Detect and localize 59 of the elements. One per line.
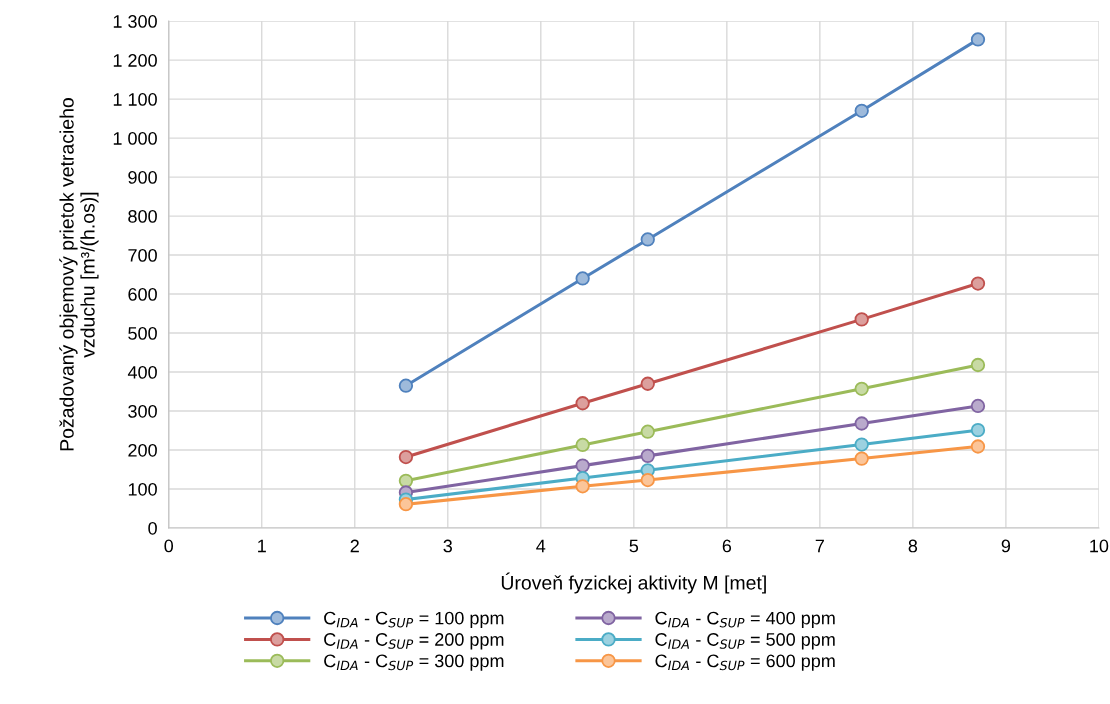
legend-label: C$_{IDA}$ - C$_{SUP}$ = 600 ppm [655, 654, 835, 671]
point [640, 472, 655, 488]
point [640, 232, 655, 247]
point [854, 416, 869, 431]
point [575, 458, 590, 473]
y-tick-label: 1 000 [113, 132, 157, 145]
point [575, 396, 590, 411]
legend-label: C$_{IDA}$ - C$_{SUP}$ = 100 ppm [324, 611, 504, 629]
y-tick-label: 100 [128, 482, 157, 496]
point [970, 276, 986, 291]
y-tick-label: 1 200 [113, 54, 157, 67]
point [575, 437, 590, 453]
x-tick-label: 1 [258, 539, 266, 553]
y-tick-label: 1 300 [113, 15, 157, 28]
point [970, 398, 986, 414]
y-tick-label: 400 [127, 365, 157, 379]
y-axis-title: Požadovaný objemový prietok vetracieho vzduchu [m³/(h.os)] [59, 98, 99, 451]
legend-label: C$_{IDA}$ - C$_{SUP}$ = 400 ppm [655, 611, 835, 629]
point [575, 271, 590, 286]
x-tick-label: 5 [629, 539, 639, 553]
x-tick-label: 10 [1090, 539, 1109, 553]
point [398, 449, 414, 465]
point [640, 448, 655, 464]
point [854, 103, 869, 118]
point [398, 497, 414, 512]
y-tick-label: 500 [128, 326, 157, 340]
x-axis-title: Úroveň fyzickej aktivity M [met] [501, 572, 766, 594]
point [970, 439, 986, 454]
x-tick-label: 2 [350, 539, 359, 553]
point [854, 381, 869, 396]
x-tick-label: 3 [443, 539, 452, 553]
point [970, 357, 986, 373]
x-tick-label: 7 [815, 539, 824, 553]
point [640, 376, 655, 391]
y-tick-label: 300 [128, 404, 157, 418]
legend-label: C$_{IDA}$ - C$_{SUP}$ = 500 ppm [655, 633, 835, 650]
y-tick-label: 600 [128, 287, 157, 301]
point [398, 473, 414, 488]
y-tick-label: 900 [128, 171, 157, 184]
y-tick-label: 800 [128, 210, 157, 223]
y-tick-label: 200 [128, 443, 157, 457]
legend-label: C$_{IDA}$ - C$_{SUP}$ = 300 ppm [324, 654, 504, 671]
point [575, 479, 590, 494]
legend-label: C$_{IDA}$ - C$_{SUP}$ = 200 ppm [324, 633, 504, 650]
x-tick-label: 9 [1001, 539, 1011, 553]
x-tick-label: 0 [164, 539, 174, 553]
y-tick-label: 0 [148, 521, 157, 535]
point [970, 32, 986, 47]
point [854, 451, 869, 466]
x-tick-label: 6 [722, 539, 732, 553]
x-tick-label: 4 [536, 539, 546, 553]
point [398, 378, 414, 393]
point [854, 437, 869, 452]
point [640, 424, 655, 439]
y-tick-label: 700 [128, 249, 157, 262]
point [854, 312, 869, 327]
y-tick-label: 1 100 [113, 93, 157, 106]
x-tick-label: 8 [908, 539, 918, 553]
point [970, 422, 986, 438]
